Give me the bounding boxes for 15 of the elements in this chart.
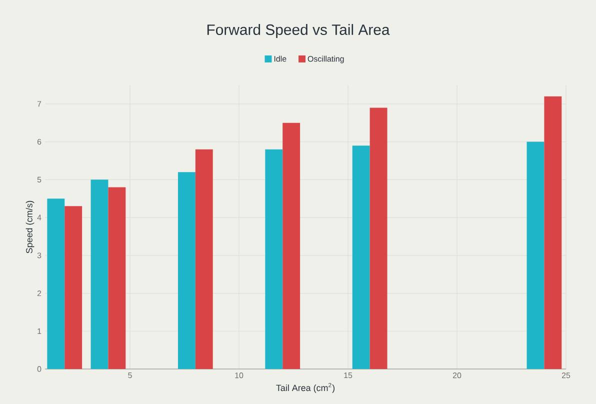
bar [195, 149, 213, 369]
bar [352, 146, 370, 369]
bar [265, 149, 283, 369]
bar [282, 122, 300, 369]
bar [47, 198, 65, 369]
bar [90, 180, 108, 369]
bar [178, 172, 196, 369]
bar [108, 187, 126, 369]
bar [544, 96, 562, 369]
y-axis-title: Speed (cm/s) [26, 200, 34, 254]
bar [526, 142, 544, 369]
chart-title: Forward Speed vs Tail Area [207, 24, 390, 38]
x-axis-title: Tail Area (cm$^{2}$) [276, 383, 335, 393]
bar [370, 108, 388, 369]
bar [64, 206, 82, 369]
